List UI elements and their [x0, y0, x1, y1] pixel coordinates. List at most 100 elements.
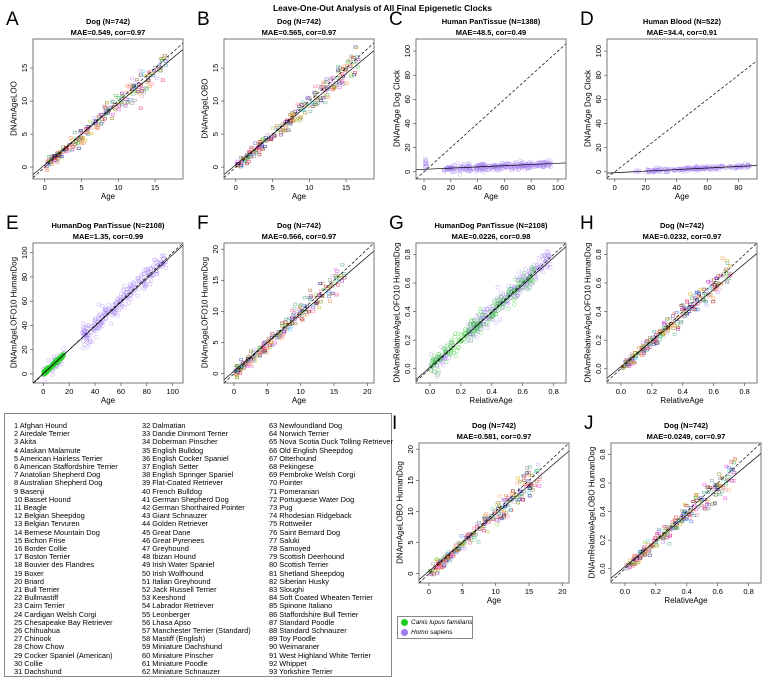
- data-point: [705, 499, 709, 503]
- plot-frame: [32, 38, 184, 180]
- data-point: [293, 302, 298, 306]
- data-point: [661, 536, 666, 540]
- breed-legend-item: 62 Miniature Schnauzer: [142, 667, 221, 677]
- data-point: [78, 138, 83, 142]
- data-point: [517, 290, 522, 296]
- data-point: [304, 313, 309, 317]
- data-point: [469, 331, 474, 337]
- data-point: [449, 550, 454, 554]
- data-point: [708, 166, 714, 172]
- data-point: [122, 305, 127, 310]
- x-tick-label: 80: [143, 387, 151, 396]
- plot-area: [415, 242, 567, 382]
- data-point: [542, 253, 547, 258]
- scatter-plot: 0 20 40 60 80 0 20 40 60 80 100: [594, 38, 758, 192]
- data-point: [670, 523, 674, 527]
- x-tick-label: 0.0: [425, 387, 435, 396]
- identity-line: [223, 242, 375, 384]
- breed-legend-item: 86 Staffordshire Bull Terrier: [269, 609, 359, 619]
- y-tick-label: 80: [403, 71, 412, 79]
- x-tick-label: 0.8: [739, 387, 749, 396]
- panel-e: E HumanDog PanTissue (N=2108) MAE=1.35, co…: [0, 204, 192, 416]
- data-point: [424, 161, 429, 166]
- breed-legend-item: 23 Cairn Terrier: [14, 601, 65, 611]
- data-point: [535, 462, 540, 466]
- data-point: [517, 282, 523, 287]
- data-point: [428, 572, 433, 576]
- x-tick-label: 15: [330, 387, 338, 396]
- data-point: [433, 569, 437, 573]
- data-point: [307, 296, 311, 300]
- y-tick-label: 5: [211, 132, 220, 136]
- data-point: [448, 340, 453, 346]
- data-point: [317, 84, 322, 88]
- breed-legend-item: 35 English Bulldog: [142, 445, 204, 455]
- data-point: [57, 154, 62, 158]
- data-point: [311, 306, 316, 310]
- data-point: [706, 503, 711, 507]
- data-point: [501, 517, 506, 521]
- data-point: [672, 518, 677, 522]
- y-tick-label: 0.2: [598, 535, 607, 545]
- breed-legend-item: 75 Rottweiler: [269, 519, 313, 529]
- data-point: [282, 330, 287, 334]
- data-point: [154, 76, 159, 80]
- data-point: [336, 70, 341, 74]
- data-point: [49, 364, 54, 369]
- data-point: [142, 286, 147, 292]
- data-point: [275, 124, 280, 128]
- data-point: [480, 312, 485, 317]
- y-tick-label: 40: [403, 119, 412, 127]
- data-point: [498, 290, 503, 295]
- data-point: [436, 357, 441, 363]
- data-point: [725, 279, 730, 283]
- data-point: [233, 372, 238, 376]
- data-point: [711, 300, 716, 304]
- y-tick-label: 60: [20, 297, 29, 305]
- data-point: [657, 527, 662, 531]
- data-point: [79, 129, 84, 133]
- breed-legend-item: 9 Basenji: [14, 486, 45, 496]
- data-point: [730, 467, 735, 471]
- panel-subtitle: MAE=0.0249, cor=0.97: [646, 432, 726, 441]
- data-point: [328, 299, 332, 303]
- data-point: [466, 532, 471, 536]
- data-point: [123, 302, 128, 307]
- data-point: [120, 102, 125, 106]
- data-point: [502, 512, 506, 516]
- data-point: [706, 485, 710, 489]
- data-point: [495, 297, 500, 302]
- breed-legend-item: 63 Newfoundland Dog: [269, 421, 343, 430]
- data-point: [547, 162, 552, 167]
- data-point: [84, 325, 89, 330]
- plot-area: [32, 42, 184, 178]
- x-tick-label: 0.4: [682, 587, 692, 596]
- data-point: [353, 45, 358, 49]
- data-point: [519, 163, 525, 168]
- data-point: [333, 274, 338, 278]
- data-point: [484, 167, 489, 172]
- data-point: [683, 517, 688, 521]
- data-point: [483, 310, 488, 315]
- data-point: [720, 256, 725, 260]
- data-point: [100, 303, 105, 309]
- data-point: [666, 317, 671, 321]
- regression-line: [606, 253, 758, 379]
- data-point: [702, 287, 706, 291]
- data-point: [728, 274, 733, 278]
- data-point: [85, 322, 90, 328]
- data-point: [50, 156, 55, 160]
- data-point: [704, 485, 709, 489]
- data-point: [305, 96, 310, 100]
- breed-legend-item: 29 Cocker Spaniel (American): [14, 650, 113, 660]
- data-point: [544, 162, 550, 167]
- data-point: [105, 311, 110, 317]
- data-point: [732, 471, 737, 475]
- data-point: [81, 338, 86, 344]
- breed-legend-item: 78 Samoyed: [269, 544, 311, 554]
- data-point: [146, 269, 152, 274]
- data-point: [324, 80, 329, 84]
- data-point: [540, 269, 546, 274]
- data-point: [516, 501, 520, 505]
- data-point: [453, 331, 458, 336]
